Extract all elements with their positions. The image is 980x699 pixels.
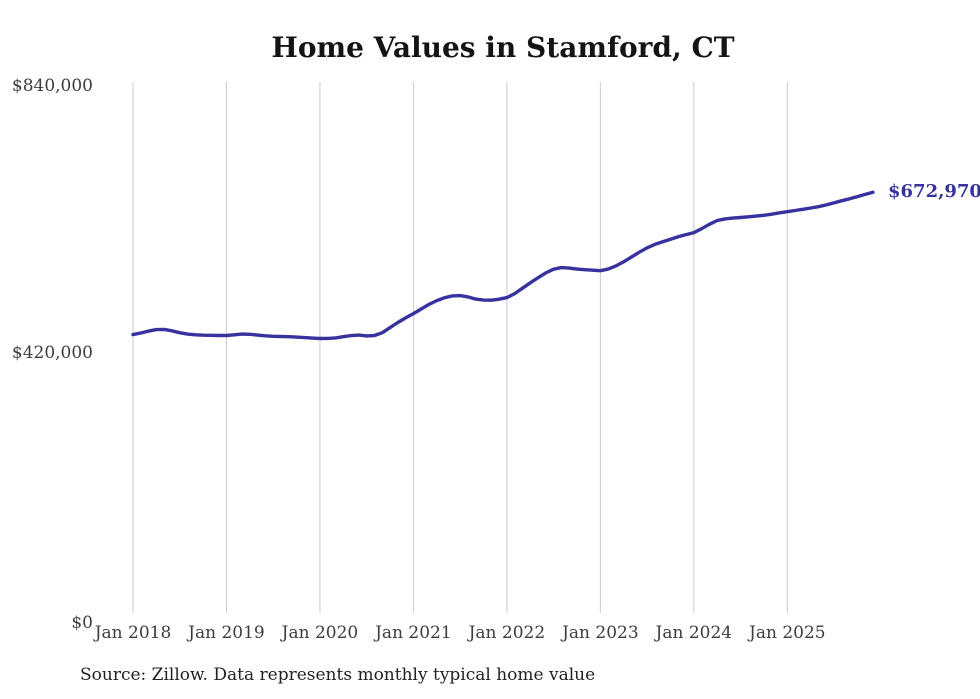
x-tick-label: Jan 2022 [468, 623, 546, 643]
x-tick-label: Jan 2021 [375, 623, 452, 643]
source-note: Source: Zillow. Data represents monthly … [80, 665, 596, 685]
latest-value-label: $672,970 [888, 181, 980, 203]
x-tick-label: Jan 2019 [188, 623, 265, 643]
y-tick-label: $420,000 [11, 343, 93, 363]
chart-title: Home Values in Stamford, CT [271, 31, 735, 64]
x-tick-label: Jan 2023 [562, 623, 639, 643]
x-tick-label: Jan 2025 [749, 623, 826, 643]
x-tick-label: Jan 2024 [655, 623, 733, 643]
y-tick-label: $840,000 [11, 76, 93, 96]
home-value-line [131, 190, 875, 341]
x-tick-label: Jan 2020 [281, 623, 359, 643]
y-tick-label: $0 [71, 613, 93, 633]
x-tick-label: Jan 2018 [94, 623, 172, 643]
